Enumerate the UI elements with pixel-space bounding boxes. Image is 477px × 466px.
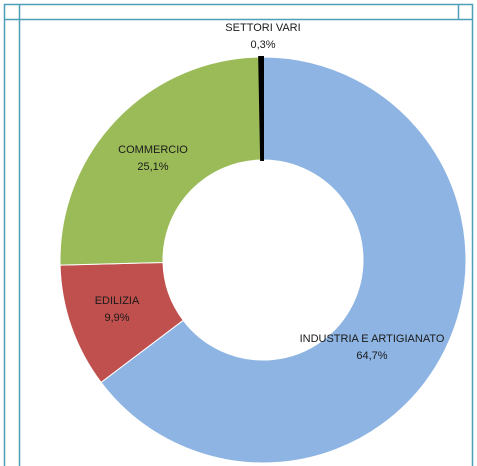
slice-value-label: 25,1% <box>137 161 168 173</box>
slice-label: EDILIZIA <box>95 295 140 307</box>
slice-value-label: 9,9% <box>104 312 129 324</box>
donut-slice <box>258 55 264 162</box>
donut-slice <box>59 56 262 266</box>
slice-label: COMMERCIO <box>118 144 188 156</box>
slice-value-label: 64,7% <box>356 350 387 362</box>
slice-value-label: 0,3% <box>250 39 275 51</box>
donut-slice <box>100 56 467 464</box>
slice-label: SETTORI VARI <box>225 22 300 34</box>
frame <box>3 3 474 466</box>
slice-label: INDUSTRIA E ARTIGIANATO <box>300 333 445 345</box>
